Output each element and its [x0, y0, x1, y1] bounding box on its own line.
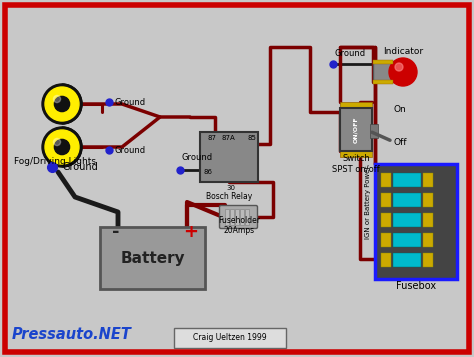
Bar: [235, 209, 239, 225]
Text: 85: 85: [248, 135, 257, 141]
Bar: [340, 102, 372, 108]
Bar: [373, 80, 393, 84]
Bar: [340, 151, 372, 157]
Bar: [423, 193, 433, 207]
Bar: [423, 253, 433, 267]
Text: Ground: Ground: [62, 162, 98, 172]
Bar: [393, 193, 421, 207]
Circle shape: [45, 130, 79, 164]
Bar: [100, 227, 205, 289]
Text: On: On: [394, 105, 407, 114]
Bar: [423, 213, 433, 227]
Wedge shape: [62, 127, 82, 167]
Bar: [423, 233, 433, 247]
Bar: [393, 233, 421, 247]
Circle shape: [55, 96, 70, 112]
Bar: [373, 60, 393, 64]
Bar: [373, 62, 393, 82]
Text: -: -: [112, 223, 119, 241]
Text: 87A: 87A: [222, 135, 236, 141]
Bar: [340, 108, 372, 151]
Text: Fog/Driving Lights: Fog/Driving Lights: [14, 157, 96, 166]
Circle shape: [42, 127, 82, 167]
Circle shape: [389, 58, 417, 86]
Bar: [245, 209, 249, 225]
Circle shape: [54, 139, 61, 146]
Bar: [381, 213, 391, 227]
Circle shape: [395, 63, 403, 71]
Text: Indicator: Indicator: [383, 47, 423, 56]
Text: 30: 30: [226, 185, 235, 191]
Text: Bosch Relay: Bosch Relay: [206, 192, 252, 201]
Text: Fusebox: Fusebox: [396, 281, 436, 291]
Text: Pressauto.NET: Pressauto.NET: [12, 327, 132, 342]
Text: +: +: [183, 223, 198, 241]
Bar: [381, 173, 391, 187]
FancyBboxPatch shape: [174, 328, 286, 348]
Text: Ground: Ground: [182, 153, 213, 162]
Circle shape: [42, 84, 82, 124]
Bar: [200, 132, 258, 182]
Circle shape: [55, 139, 70, 155]
Text: ON/OFF: ON/OFF: [354, 116, 358, 143]
Circle shape: [45, 87, 79, 121]
Bar: [393, 173, 421, 187]
Text: Battery: Battery: [120, 251, 185, 266]
Bar: [370, 124, 378, 138]
Text: IGN or Battery Power: IGN or Battery Power: [365, 165, 371, 238]
Bar: [423, 173, 433, 187]
Bar: [393, 213, 421, 227]
Bar: [393, 253, 421, 267]
Text: Craig Ueltzen 1999: Craig Ueltzen 1999: [193, 333, 267, 342]
Bar: [381, 193, 391, 207]
Text: 86: 86: [204, 169, 213, 175]
Text: Ground: Ground: [335, 49, 366, 58]
Text: 87: 87: [208, 135, 217, 141]
Text: Off: Off: [394, 138, 408, 147]
Bar: [240, 209, 244, 225]
Bar: [225, 209, 229, 225]
Bar: [381, 233, 391, 247]
Text: Switch
SPST on/off: Switch SPST on/off: [332, 154, 380, 173]
Bar: [381, 253, 391, 267]
Circle shape: [54, 95, 61, 102]
Text: Fuseholder
20Amps: Fuseholder 20Amps: [218, 216, 260, 235]
FancyBboxPatch shape: [219, 206, 257, 228]
Bar: [230, 209, 234, 225]
Wedge shape: [62, 84, 82, 124]
Bar: [375, 164, 457, 279]
Text: Ground: Ground: [114, 97, 145, 106]
Text: Ground: Ground: [114, 146, 145, 155]
